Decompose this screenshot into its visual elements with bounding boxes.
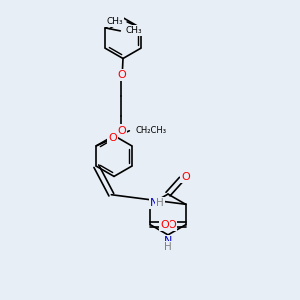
Text: CH₃: CH₃ xyxy=(106,17,123,26)
Text: O: O xyxy=(117,125,126,136)
Text: N: N xyxy=(150,198,158,208)
Text: N: N xyxy=(164,236,172,247)
Text: H: H xyxy=(156,198,164,208)
Text: CH₂CH₃: CH₂CH₃ xyxy=(136,126,167,135)
Text: O: O xyxy=(160,220,169,230)
Text: O: O xyxy=(167,220,176,230)
Text: H: H xyxy=(164,242,172,252)
Text: O: O xyxy=(181,172,190,182)
Text: O: O xyxy=(117,70,126,80)
Text: O: O xyxy=(109,133,117,143)
Text: CH₃: CH₃ xyxy=(126,26,142,35)
